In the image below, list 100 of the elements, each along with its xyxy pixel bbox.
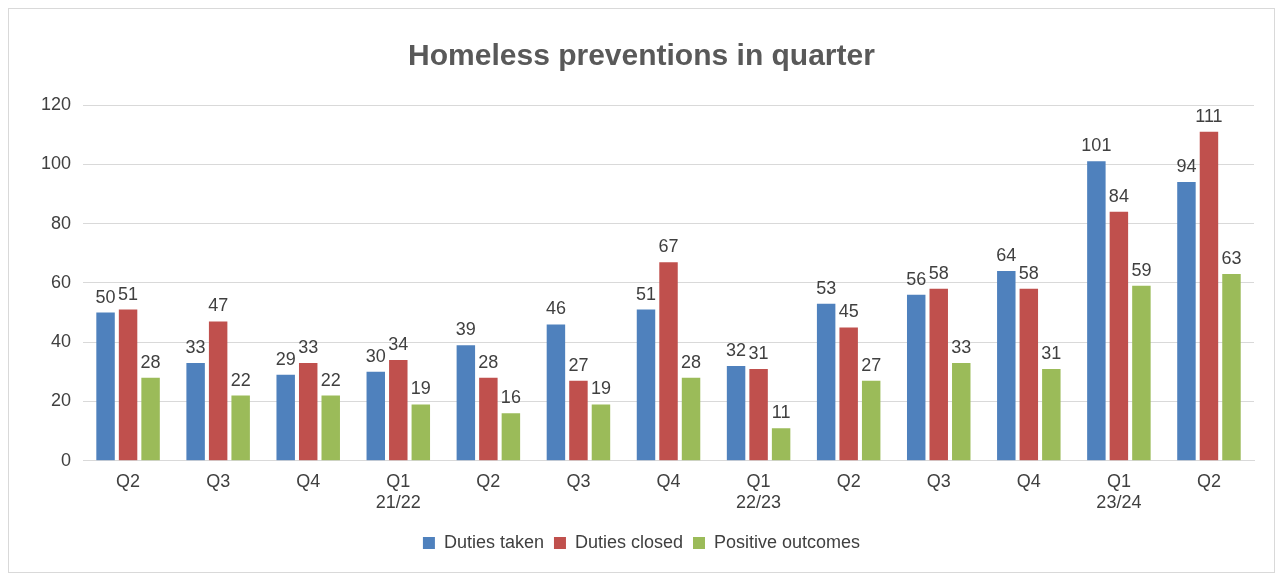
data-label: 64 [996,245,1017,266]
y-tick-label: 0 [61,449,72,470]
data-label: 11 [771,402,791,423]
legend-label: Duties taken [443,531,544,552]
bar [1222,274,1241,461]
bar [1042,368,1061,461]
bar [591,404,611,461]
bar [276,374,295,461]
data-label: 28 [140,351,161,372]
data-label: 33 [185,336,206,357]
data-label: 16 [500,387,521,408]
bar [636,309,656,461]
data-label: 50 [95,286,116,307]
y-tick-label: 20 [51,390,72,411]
legend-label: Duties closed [574,531,684,552]
data-label: 19 [590,378,611,399]
data-label: 53 [816,277,837,298]
y-tick-label: 80 [51,212,72,233]
data-label: 29 [275,348,296,369]
y-tick-label: 40 [51,331,72,352]
data-label: 84 [1108,185,1129,206]
bar [208,321,228,461]
y-tick-label: 100 [40,153,72,174]
data-label: 67 [658,236,679,257]
data-label: 33 [951,336,972,357]
data-label: 59 [1131,259,1152,280]
data-label: 58 [928,262,949,283]
bar [456,345,476,461]
chart-title: Homeless preventions in quarter [408,38,876,72]
bar [1177,182,1196,461]
legend-label: Positive outcomes [714,531,861,552]
bar [298,362,318,461]
bar [816,303,836,461]
bar [1132,285,1151,461]
data-label: 46 [545,298,566,319]
bar [749,368,768,461]
bar [771,428,791,461]
bar [366,371,386,461]
data-label: 33 [298,336,319,357]
data-label: 51 [118,283,139,304]
data-label: 27 [568,354,589,375]
bar [726,365,746,461]
bar [906,294,926,461]
bar [389,359,408,461]
bar [118,309,138,461]
bar [1199,131,1219,461]
data-label: 28 [478,351,499,372]
bar [501,413,521,461]
x-tick-label: Q1 21/22 [375,470,421,513]
x-tick-label: Q3 [206,470,231,491]
bar [1019,288,1039,461]
y-tick-label: 120 [40,93,72,114]
x-tick-label: Q4 [296,470,321,491]
data-label: 30 [365,345,386,366]
data-label: 56 [906,268,927,289]
bar [929,288,948,461]
data-label: 31 [1041,342,1062,363]
y-tick-label: 60 [51,271,72,292]
bar [839,327,858,461]
bar [321,395,340,461]
bar [1087,161,1106,461]
x-tick-label: Q2 [116,470,141,491]
data-label: 63 [1221,247,1242,268]
bar [681,377,701,461]
bar [231,395,250,461]
data-label: 111 [1195,105,1223,126]
data-label: 27 [861,354,882,375]
data-label: 94 [1176,156,1197,177]
bar [479,377,498,461]
bar [141,377,160,461]
bar [659,262,678,461]
data-label: 47 [208,295,229,316]
bar [546,324,566,461]
data-label: 19 [410,378,431,399]
bar [186,362,205,461]
data-label: 32 [726,339,747,360]
x-tick-label: Q1 23/24 [1096,470,1142,513]
bar [1109,211,1129,461]
bar [861,380,881,461]
x-tick-label: Q4 [656,470,681,491]
bar [569,380,588,461]
data-label: 22 [230,369,251,390]
data-label: 51 [635,283,657,304]
x-tick-label: Q2 [1196,470,1221,491]
data-label: 58 [1018,262,1039,283]
data-label: 28 [681,351,702,372]
data-label: 31 [748,342,769,363]
x-tick-label: Q1 22/23 [736,470,782,513]
x-tick-label: Q2 [836,470,861,491]
data-label: 101 [1081,135,1112,156]
bar [96,312,115,461]
x-tick-label: Q4 [1016,470,1041,491]
x-tick-label: Q3 [926,470,951,491]
data-label: 22 [320,369,341,390]
bar [997,271,1016,461]
data-label: 34 [388,333,409,354]
x-tick-label: Q2 [476,470,501,491]
bar [952,362,971,461]
x-tick-label: Q3 [566,470,591,491]
data-label: 39 [455,319,476,340]
